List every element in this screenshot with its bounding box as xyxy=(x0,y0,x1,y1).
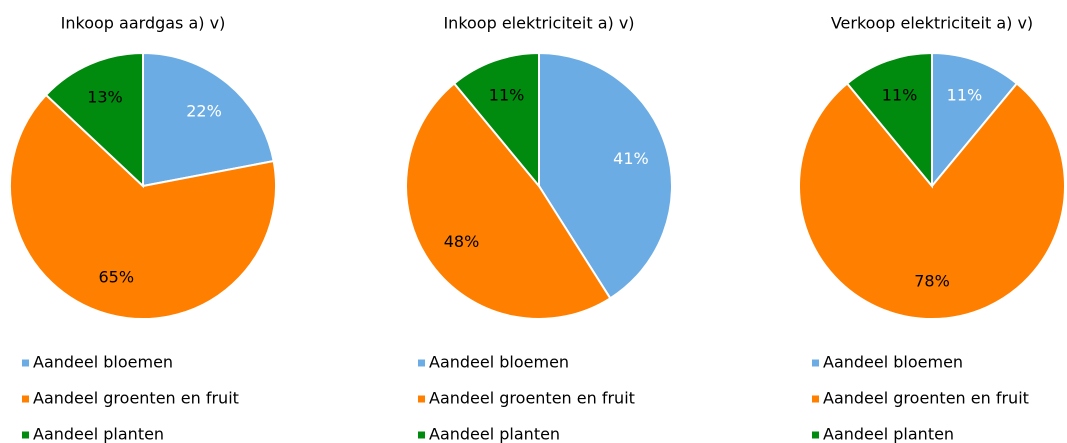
data-label: 13% xyxy=(87,88,123,107)
legend-label: Aandeel planten xyxy=(823,425,954,443)
data-label: 11% xyxy=(947,85,983,104)
legend-swatch xyxy=(812,359,819,367)
data-label: 11% xyxy=(489,85,525,104)
data-label: 48% xyxy=(444,232,480,251)
data-label: 22% xyxy=(186,102,222,121)
pie-slice xyxy=(9,93,277,320)
pie-slice xyxy=(845,51,933,189)
chart-title: Inkoop aardgas a) v) xyxy=(61,14,226,33)
legend-label: Aandeel bloemen xyxy=(429,353,569,372)
pie-slice xyxy=(142,51,275,188)
legend-swatch xyxy=(418,395,425,403)
pie-slice xyxy=(452,51,540,189)
chart-title: Verkoop elektriciteit a) v) xyxy=(831,14,1033,33)
legend-swatch xyxy=(418,431,425,439)
pie-slice xyxy=(44,51,144,189)
data-label: 41% xyxy=(613,149,649,168)
pie-slice xyxy=(405,82,612,320)
legend-swatch xyxy=(812,431,819,439)
legend-swatch xyxy=(22,395,29,403)
chart-title: Inkoop elektriciteit a) v) xyxy=(443,14,634,33)
legend-label: Aandeel groenten en fruit xyxy=(823,389,1029,408)
pie-slice xyxy=(798,82,1066,320)
legend-label: Aandeel planten xyxy=(429,425,560,443)
legend-swatch xyxy=(812,395,819,403)
legend-swatch xyxy=(418,359,425,367)
data-label: 78% xyxy=(914,271,950,290)
legend-swatch xyxy=(22,431,29,439)
data-label: 65% xyxy=(99,267,135,286)
data-label: 11% xyxy=(882,85,918,104)
legend-label: Aandeel bloemen xyxy=(823,353,963,372)
legend-swatch xyxy=(22,359,29,367)
pie-slice xyxy=(931,51,1019,189)
legend-label: Aandeel bloemen xyxy=(33,353,173,372)
legend-label: Aandeel planten xyxy=(33,425,164,443)
legend-label: Aandeel groenten en fruit xyxy=(33,389,239,408)
legend-label: Aandeel groenten en fruit xyxy=(429,389,635,408)
